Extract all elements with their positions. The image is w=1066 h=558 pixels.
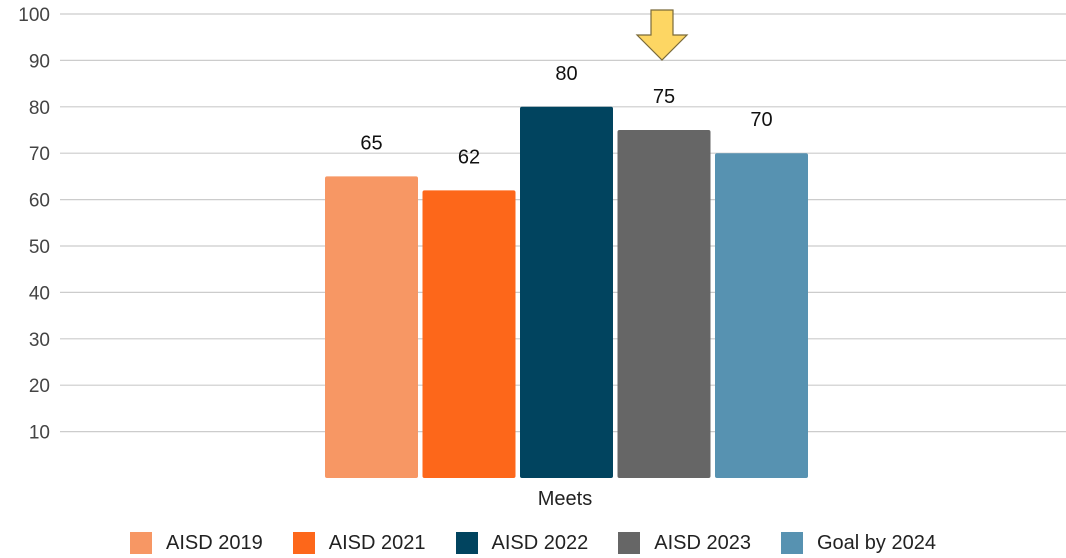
y-axis-ticks: 10 20 30 40 50 60 70 80 90 100 <box>18 5 50 444</box>
down-arrow-icon <box>635 9 689 61</box>
x-axis-category-label: Meets <box>538 488 592 510</box>
bar-aisd-2019 <box>325 176 418 478</box>
bar-aisd-2021 <box>422 190 516 478</box>
data-label: 80 <box>555 63 577 85</box>
y-tick-label: 10 <box>29 423 50 444</box>
y-tick-label: 90 <box>29 51 50 72</box>
legend-swatch <box>618 532 641 554</box>
y-tick-label: 100 <box>18 5 50 26</box>
legend-label: AISD 2019 <box>166 531 263 554</box>
legend-item: AISD 2022 <box>455 531 589 555</box>
y-tick-label: 30 <box>29 330 50 351</box>
legend-label: AISD 2021 <box>328 531 426 554</box>
legend: AISD 2019 AISD 2021 AISD 2022 AISD 2023 Goal… <box>0 528 1066 558</box>
y-tick-label: 40 <box>29 283 50 304</box>
y-tick-label: 50 <box>29 237 50 258</box>
legend-label: Goal by 2024 <box>816 531 936 554</box>
legend-item: AISD 2019 <box>130 532 263 555</box>
y-tick-label: 80 <box>29 98 50 119</box>
bars <box>325 106 808 479</box>
y-tick-label: 70 <box>29 144 50 165</box>
bar-goal-by-2024 <box>715 153 808 478</box>
y-tick-label: 20 <box>29 376 50 397</box>
data-label: 70 <box>750 109 772 131</box>
data-label: 75 <box>653 86 675 108</box>
legend-item: AISD 2023 <box>618 532 751 555</box>
y-tick-label: 60 <box>29 191 50 212</box>
data-label: 65 <box>360 132 382 154</box>
bar-chart: 10 20 30 40 50 60 70 80 90 100 65 62 80 75 70 Meets <box>18 5 1066 510</box>
legend-swatch <box>292 532 315 554</box>
bar-aisd-2023 <box>617 130 711 478</box>
data-labels: 65 62 80 75 70 <box>360 63 772 169</box>
legend-swatch <box>130 532 153 554</box>
data-label: 62 <box>458 146 480 168</box>
legend-label: AISD 2023 <box>654 531 751 554</box>
bar-aisd-2022 <box>520 106 613 479</box>
legend-swatch <box>780 532 803 554</box>
legend-label: AISD 2022 <box>491 531 589 554</box>
legend-swatch <box>455 532 478 554</box>
legend-item: AISD 2021 <box>292 531 426 555</box>
legend-item: Goal by 2024 <box>780 531 936 555</box>
